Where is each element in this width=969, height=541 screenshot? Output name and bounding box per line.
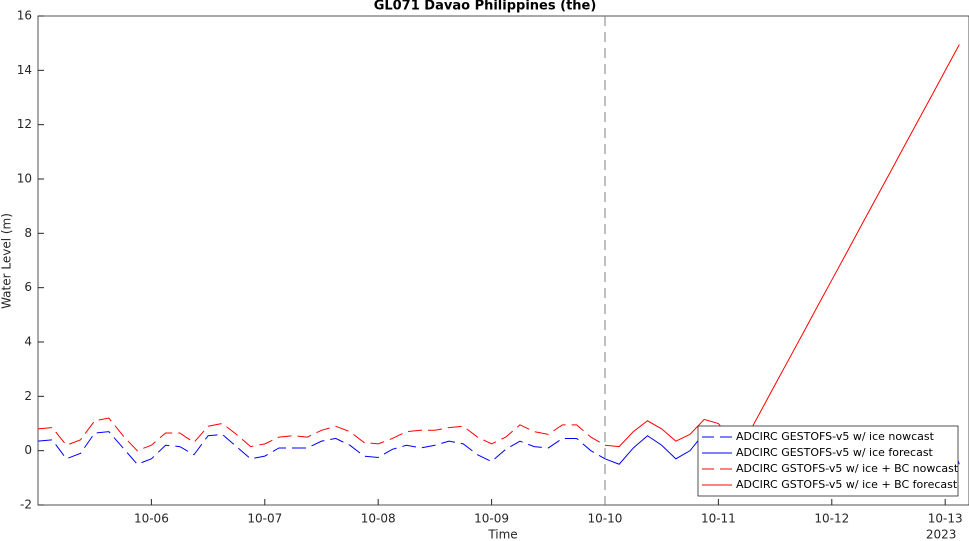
legend: ADCIRC GESTOFS-v5 w/ ice nowcast ADCIRC G…: [697, 425, 959, 497]
series-line: [37, 417, 606, 452]
x-tick-label: 10-13: [928, 512, 963, 526]
y-tick-label: 10: [17, 172, 32, 186]
y-tick-label: 8: [24, 226, 32, 240]
x-year-label: 2023: [926, 528, 957, 541]
x-tick-label: 10-08: [361, 512, 396, 526]
x-tick-label: 10-09: [474, 512, 509, 526]
legend-label: ADCIRC GESTOFS-v5 w/ ice forecast: [736, 446, 934, 459]
y-tick-label: 4: [24, 335, 32, 349]
x-tick-label: 10-11: [701, 512, 736, 526]
series-line: [37, 431, 606, 465]
legend-label: ADCIRC GSTOFS-v5 w/ ice + BC nowcast: [736, 462, 959, 475]
y-tick-label: 14: [17, 63, 32, 77]
x-tick-label: 10-06: [134, 512, 169, 526]
y-tick-label: 0: [24, 443, 32, 457]
legend-label: ADCIRC GESTOFS-v5 w/ ice nowcast: [736, 430, 935, 443]
y-tick-label: 16: [17, 9, 32, 23]
x-tick-label: 10-07: [247, 512, 282, 526]
legend-box: [697, 425, 959, 497]
plot-area: [37, 15, 969, 506]
x-tick-label: 10-12: [814, 512, 849, 526]
y-tick-label: 6: [24, 280, 32, 294]
x-tick-label: 10-10: [588, 512, 623, 526]
x-axis-label: Time: [487, 528, 517, 541]
chart-title: GL071 Davao Philippines (the): [374, 0, 597, 14]
series-line: [604, 44, 960, 448]
y-tick-label: 12: [17, 117, 32, 131]
y-tick-label: 2: [24, 389, 32, 403]
legend-label: ADCIRC GSTOFS-v5 w/ ice + BC forecast: [736, 478, 958, 491]
y-axis-label: Water Level (m): [0, 213, 14, 309]
y-tick-label: -2: [20, 498, 32, 512]
